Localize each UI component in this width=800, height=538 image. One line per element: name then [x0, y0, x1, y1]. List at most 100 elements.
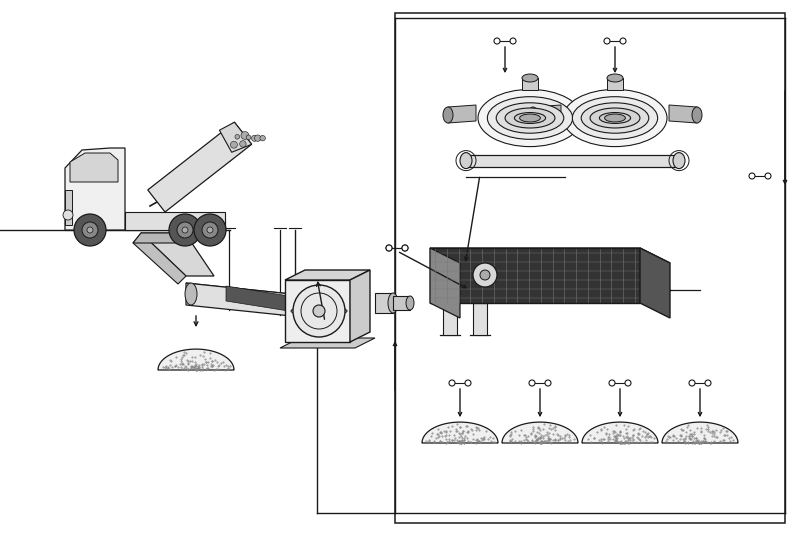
Polygon shape [430, 248, 460, 318]
Polygon shape [65, 148, 125, 230]
Polygon shape [125, 212, 225, 230]
Ellipse shape [496, 103, 564, 133]
Circle shape [246, 135, 251, 140]
Ellipse shape [607, 74, 623, 82]
Polygon shape [640, 248, 670, 318]
Ellipse shape [291, 306, 347, 316]
Circle shape [87, 227, 93, 233]
Circle shape [241, 131, 249, 139]
Polygon shape [285, 280, 350, 342]
Polygon shape [280, 338, 375, 348]
Circle shape [510, 38, 516, 44]
Polygon shape [133, 233, 185, 243]
Polygon shape [607, 78, 623, 90]
Ellipse shape [605, 114, 626, 122]
Polygon shape [430, 248, 640, 303]
Circle shape [545, 380, 551, 386]
Polygon shape [422, 422, 498, 443]
Ellipse shape [572, 97, 658, 139]
Ellipse shape [460, 153, 472, 168]
Circle shape [386, 245, 392, 251]
Polygon shape [158, 349, 234, 370]
Polygon shape [473, 303, 487, 335]
Ellipse shape [478, 89, 582, 146]
Polygon shape [669, 105, 697, 123]
Ellipse shape [185, 283, 197, 305]
Ellipse shape [520, 114, 541, 122]
Circle shape [402, 245, 408, 251]
Ellipse shape [319, 298, 331, 320]
Circle shape [604, 38, 610, 44]
Polygon shape [448, 105, 476, 123]
Circle shape [177, 222, 193, 238]
Polygon shape [502, 422, 578, 443]
Polygon shape [65, 190, 72, 225]
Polygon shape [466, 154, 679, 167]
Polygon shape [533, 105, 561, 123]
Polygon shape [662, 422, 738, 443]
Circle shape [63, 210, 73, 220]
Circle shape [765, 173, 771, 179]
Circle shape [251, 135, 258, 141]
Ellipse shape [563, 89, 667, 146]
Circle shape [480, 270, 490, 280]
Ellipse shape [673, 153, 685, 168]
Polygon shape [393, 296, 410, 310]
Polygon shape [141, 233, 214, 276]
Ellipse shape [607, 107, 617, 123]
Circle shape [82, 222, 98, 238]
Ellipse shape [528, 107, 538, 123]
Ellipse shape [692, 107, 702, 123]
Circle shape [194, 214, 226, 246]
Circle shape [465, 380, 471, 386]
Polygon shape [148, 122, 252, 212]
Polygon shape [443, 303, 457, 335]
Polygon shape [133, 233, 186, 284]
Ellipse shape [590, 108, 640, 128]
Polygon shape [350, 270, 370, 342]
Circle shape [182, 227, 188, 233]
Circle shape [609, 380, 615, 386]
Ellipse shape [581, 103, 649, 133]
Polygon shape [186, 283, 340, 308]
Circle shape [74, 214, 106, 246]
Circle shape [313, 305, 325, 317]
Circle shape [625, 380, 631, 386]
Circle shape [402, 245, 408, 251]
Circle shape [207, 227, 213, 233]
Polygon shape [285, 270, 370, 280]
Ellipse shape [487, 97, 573, 139]
Circle shape [202, 222, 218, 238]
Circle shape [620, 38, 626, 44]
Ellipse shape [406, 296, 414, 310]
Polygon shape [65, 218, 225, 230]
Ellipse shape [388, 293, 398, 313]
Circle shape [169, 214, 201, 246]
Circle shape [494, 38, 500, 44]
Circle shape [235, 134, 239, 139]
Circle shape [240, 141, 246, 147]
Polygon shape [226, 286, 320, 316]
Circle shape [230, 141, 238, 148]
Ellipse shape [505, 108, 555, 128]
Circle shape [293, 285, 345, 337]
Circle shape [705, 380, 711, 386]
Circle shape [386, 245, 392, 251]
Ellipse shape [522, 74, 538, 82]
Polygon shape [219, 122, 252, 152]
Circle shape [473, 263, 497, 287]
Polygon shape [582, 422, 658, 443]
Ellipse shape [599, 112, 630, 123]
Polygon shape [522, 78, 538, 90]
Polygon shape [70, 153, 118, 182]
Circle shape [689, 380, 695, 386]
Circle shape [749, 173, 755, 179]
Circle shape [254, 135, 261, 141]
Ellipse shape [514, 112, 546, 123]
Ellipse shape [443, 107, 453, 123]
Polygon shape [186, 283, 330, 320]
Polygon shape [584, 105, 612, 123]
Circle shape [529, 380, 535, 386]
Circle shape [449, 380, 455, 386]
Polygon shape [430, 248, 670, 263]
